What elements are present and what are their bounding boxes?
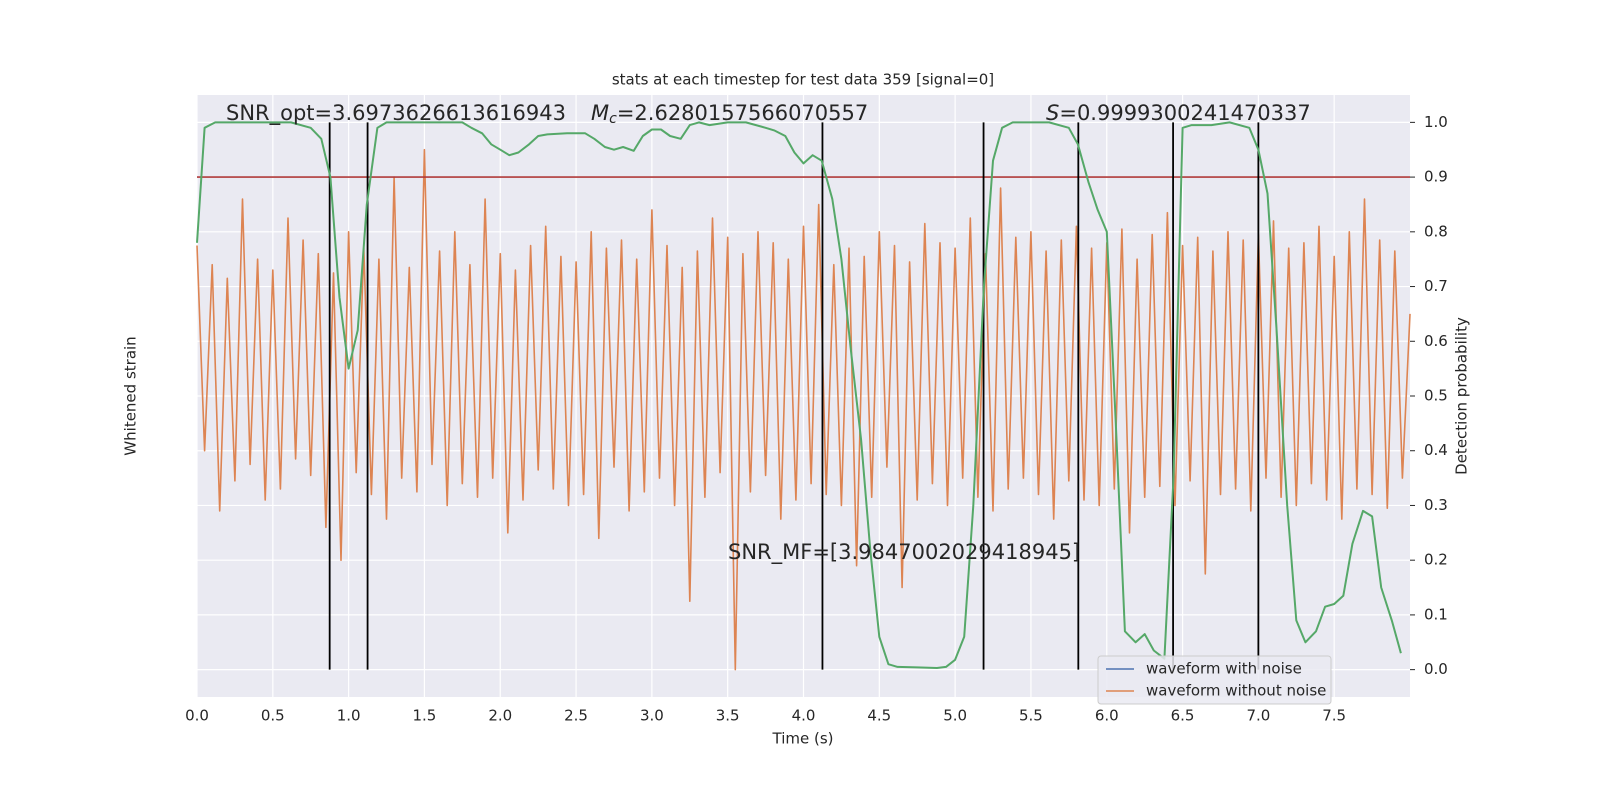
- strain-line: [196, 148, 1411, 671]
- x-tick-label: 2.0: [488, 707, 512, 725]
- annotation-text: =2.6280157566070557: [617, 101, 868, 125]
- x-tick-label: 7.0: [1246, 707, 1270, 725]
- chart-title: stats at each timestep for test data 359…: [612, 71, 994, 89]
- y2-tick-label: 1.0: [1424, 113, 1448, 131]
- x-tick-label: 1.0: [337, 707, 361, 725]
- annotation-symbol: M: [591, 101, 609, 125]
- annotation: S=0.9999300241470337: [1046, 101, 1311, 125]
- y2-axis-label: Detection probability: [1453, 317, 1471, 475]
- x-tick-label: 3.0: [640, 707, 664, 725]
- x-tick-label: 4.5: [867, 707, 891, 725]
- y2-tick-label: 0.2: [1424, 551, 1448, 569]
- x-tick-label: 1.5: [413, 707, 437, 725]
- probability-line: [196, 121, 1402, 669]
- x-tick-label: 6.0: [1095, 707, 1119, 725]
- annotation: Mc=2.6280157566070557: [591, 101, 868, 127]
- x-tick-label: 3.5: [716, 707, 740, 725]
- y2-tick-label: 0.8: [1424, 222, 1448, 240]
- x-tick-label: 0.0: [185, 707, 209, 725]
- y2-tick-label: 0.6: [1424, 332, 1448, 350]
- legend-label: waveform without noise: [1146, 682, 1326, 700]
- legend: waveform with noise waveform without nois…: [1097, 655, 1332, 705]
- x-tick-label: 2.5: [564, 707, 588, 725]
- x-tick-label: 6.5: [1171, 707, 1195, 725]
- legend-box: [1097, 655, 1332, 705]
- annotation-subscript: c: [609, 111, 617, 127]
- marks: [196, 121, 1411, 671]
- annotation: SNR_opt=3.6973626613616943: [226, 101, 566, 126]
- y2-tick-label: 0.4: [1424, 441, 1448, 459]
- y-axis-label: Whitened strain: [122, 336, 140, 455]
- y2-tick-label: 0.5: [1424, 387, 1448, 405]
- x-tick-label: 5.5: [1019, 707, 1043, 725]
- y2-tick-label: 0.7: [1424, 277, 1448, 295]
- x-axis-label: Time (s): [772, 730, 834, 748]
- x-tick-label: 7.5: [1322, 707, 1346, 725]
- legend-label: waveform with noise: [1146, 660, 1302, 678]
- x-tick-label: 0.5: [261, 707, 285, 725]
- x-tick-label: 5.0: [943, 707, 967, 725]
- annotation-symbol: S: [1046, 101, 1059, 125]
- y2-tick-label: 0.0: [1424, 660, 1448, 678]
- annotation-text: =0.9999300241470337: [1059, 101, 1310, 125]
- y2-tick-label: 0.1: [1424, 605, 1448, 623]
- annotation: SNR_MF=[3.9847002029418945]: [728, 540, 1080, 565]
- x-tick-label: 4.0: [792, 707, 816, 725]
- y2-tick-label: 0.3: [1424, 496, 1448, 514]
- y2-tick-label: 0.9: [1424, 168, 1448, 186]
